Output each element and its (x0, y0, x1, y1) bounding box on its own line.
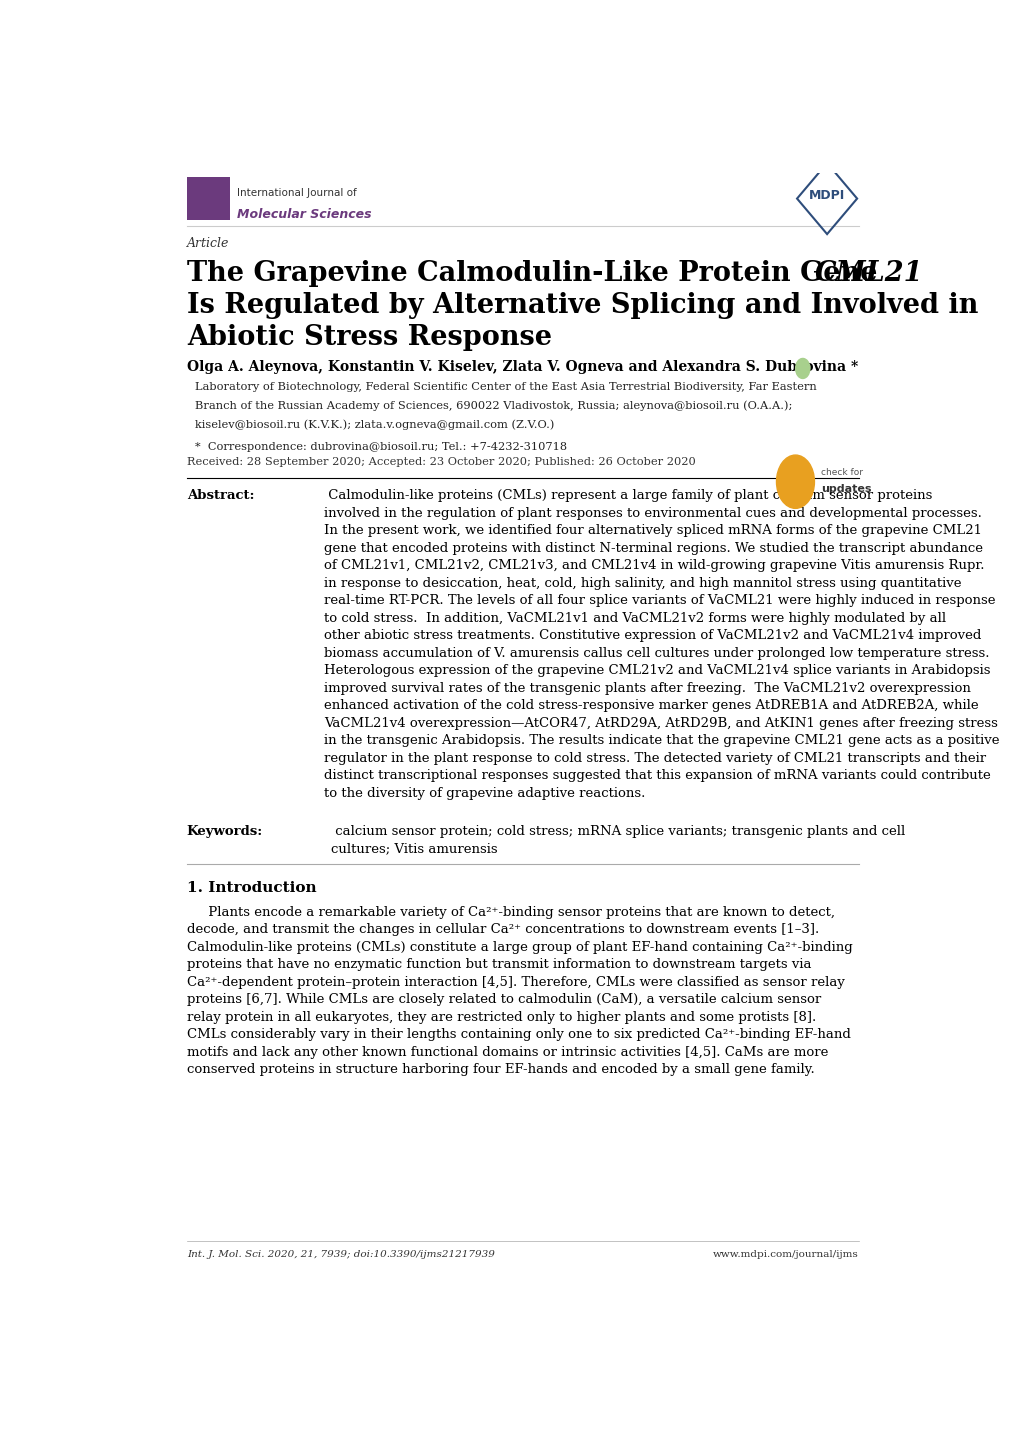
Text: CML21: CML21 (814, 260, 922, 287)
Text: Abstract:: Abstract: (186, 489, 254, 502)
FancyBboxPatch shape (186, 177, 230, 219)
Text: Olga A. Aleynova, Konstantin V. Kiselev, Zlata V. Ogneva and Alexandra S. Dubrov: Olga A. Aleynova, Konstantin V. Kiselev,… (186, 359, 857, 373)
Text: Olga A. Aleynova, Konstantin V. Kiselev, Zlata V. Ogneva and Alexandra S. Dubrov: Olga A. Aleynova, Konstantin V. Kiselev,… (186, 359, 857, 373)
Text: Article: Article (186, 238, 229, 251)
Text: The Grapevine Calmodulin-Like Protein Gene: The Grapevine Calmodulin-Like Protein Ge… (186, 260, 886, 287)
Text: kiselev@biosoil.ru (K.V.K.); zlata.v.ogneva@gmail.com (Z.V.O.): kiselev@biosoil.ru (K.V.K.); zlata.v.ogn… (195, 420, 553, 430)
Text: *  Correspondence: dubrovina@biosoil.ru; Tel.: +7-4232-310718: * Correspondence: dubrovina@biosoil.ru; … (195, 441, 567, 451)
Text: updates: updates (820, 485, 870, 495)
Text: Calmodulin-like proteins (CMLs) represent a large family of plant calcium sensor: Calmodulin-like proteins (CMLs) represen… (323, 489, 999, 800)
Text: Abstract:: Abstract: (186, 489, 254, 502)
Text: Int. J. Mol. Sci. 2020, 21, 7939; doi:10.3390/ijms21217939: Int. J. Mol. Sci. 2020, 21, 7939; doi:10… (186, 1250, 494, 1259)
Text: MDPI: MDPI (808, 189, 845, 202)
Text: Plants encode a remarkable variety of Ca²⁺-binding sensor proteins that are know: Plants encode a remarkable variety of Ca… (186, 906, 852, 1076)
Text: Laboratory of Biotechnology, Federal Scientific Center of the East Asia Terrestr: Laboratory of Biotechnology, Federal Sci… (195, 382, 815, 392)
Text: Received: 28 September 2020; Accepted: 23 October 2020; Published: 26 October 20: Received: 28 September 2020; Accepted: 2… (186, 457, 695, 467)
Circle shape (775, 456, 813, 509)
Text: International Journal of: International Journal of (236, 187, 356, 198)
Text: 1. Introduction: 1. Introduction (186, 881, 316, 895)
Text: Keywords:: Keywords: (186, 825, 263, 838)
Text: Molecular Sciences: Molecular Sciences (236, 208, 371, 221)
Text: Abiotic Stress Response: Abiotic Stress Response (186, 324, 551, 350)
Circle shape (795, 359, 809, 378)
Text: iD: iD (798, 363, 806, 373)
Text: www.mdpi.com/journal/ijms: www.mdpi.com/journal/ijms (712, 1250, 858, 1259)
Text: ✓: ✓ (787, 469, 802, 486)
Text: Is Regulated by Alternative Splicing and Involved in: Is Regulated by Alternative Splicing and… (186, 291, 977, 319)
Text: Branch of the Russian Academy of Sciences, 690022 Vladivostok, Russia; aleynova@: Branch of the Russian Academy of Science… (195, 401, 792, 411)
Text: calcium sensor protein; cold stress; mRNA splice variants; transgenic plants and: calcium sensor protein; cold stress; mRN… (330, 825, 904, 855)
Text: Keywords:: Keywords: (186, 825, 263, 838)
Text: check for: check for (820, 469, 862, 477)
